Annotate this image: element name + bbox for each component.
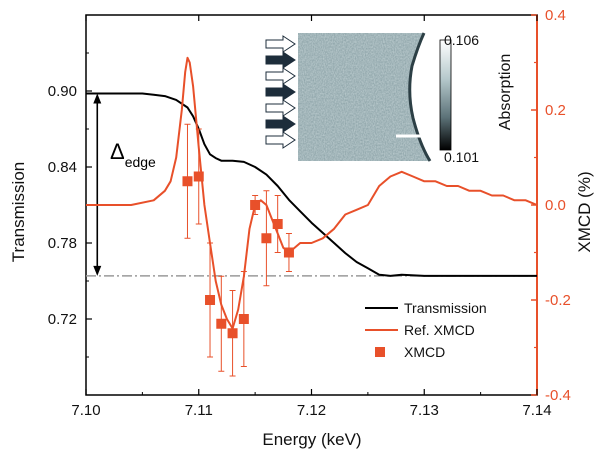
delta-arrow-head-top (93, 93, 102, 104)
transmission-line (86, 92, 537, 277)
xmcd-point (272, 219, 283, 229)
xmcd-point (283, 247, 294, 258)
legend-label-xmcd: XMCD (404, 344, 445, 360)
legend: Transmission Ref. XMCD XMCD (365, 300, 487, 360)
delta-arrow-head-bottom (93, 265, 102, 276)
left-tick-label: 0.78 (48, 235, 77, 252)
filled-arrow-icon (265, 115, 296, 133)
left-tick-label: 0.84 (48, 159, 77, 176)
right-tick-label: 0.4 (545, 7, 566, 24)
legend-label-ref-xmcd: Ref. XMCD (404, 322, 475, 338)
xmcd-point (250, 200, 261, 210)
colorbar-min-label: 0.101 (444, 149, 479, 165)
x-tick-label: 7.14 (522, 402, 551, 419)
colorbar-max-label: 0.106 (444, 32, 479, 48)
inset-sample-edge (409, 33, 435, 161)
xmcd-point (193, 171, 204, 182)
right-tick-label: 0.2 (545, 102, 566, 119)
xmcd-point (227, 328, 238, 339)
filled-arrow-icon (265, 83, 296, 101)
x-tick-label: 7.10 (71, 402, 100, 419)
inset-image (298, 32, 435, 162)
x-tick-label: 7.13 (410, 402, 439, 419)
legend-label-transmission: Transmission (404, 300, 487, 316)
x-axis-ticks: 7.10 7.11 7.12 7.13 7.14 (71, 15, 552, 419)
x-tick-label: 7.11 (185, 402, 213, 419)
delta-edge-arrow (93, 93, 102, 276)
xmcd-point (216, 318, 227, 329)
colorbar (439, 39, 452, 151)
right-axis-title: XMCD (%) (575, 171, 594, 252)
left-axis-ticks: 0.72 0.78 0.84 0.90 (48, 52, 92, 358)
left-tick-label: 0.72 (48, 311, 77, 328)
inset-arrows (265, 35, 296, 149)
right-tick-label: 0.0 (545, 197, 566, 214)
x-tick-label: 7.12 (297, 402, 326, 419)
right-tick-label: -0.2 (545, 292, 571, 309)
right-tick-label: -0.4 (545, 387, 571, 404)
legend-swatch-xmcd (375, 347, 385, 357)
open-arrow-icon (265, 131, 296, 149)
open-arrow-icon (265, 35, 296, 53)
left-tick-label: 0.90 (48, 83, 77, 100)
xmcd-point (182, 176, 193, 187)
colorbar-title: Absorption (497, 54, 514, 131)
open-arrow-icon (265, 67, 296, 85)
xmcd-point (261, 233, 272, 244)
x-axis-title: Energy (keV) (262, 430, 361, 449)
xmcd-point (205, 295, 216, 305)
open-arrow-icon (265, 99, 296, 117)
filled-arrow-icon (265, 51, 296, 69)
xmcd-markers (182, 123, 294, 377)
delta-edge-label: Δedge (110, 139, 156, 170)
left-axis-title: Transmission (9, 162, 28, 262)
xmcd-point (238, 314, 249, 324)
right-axis-ticks: -0.4 -0.2 0.0 0.2 0.4 (531, 7, 571, 404)
